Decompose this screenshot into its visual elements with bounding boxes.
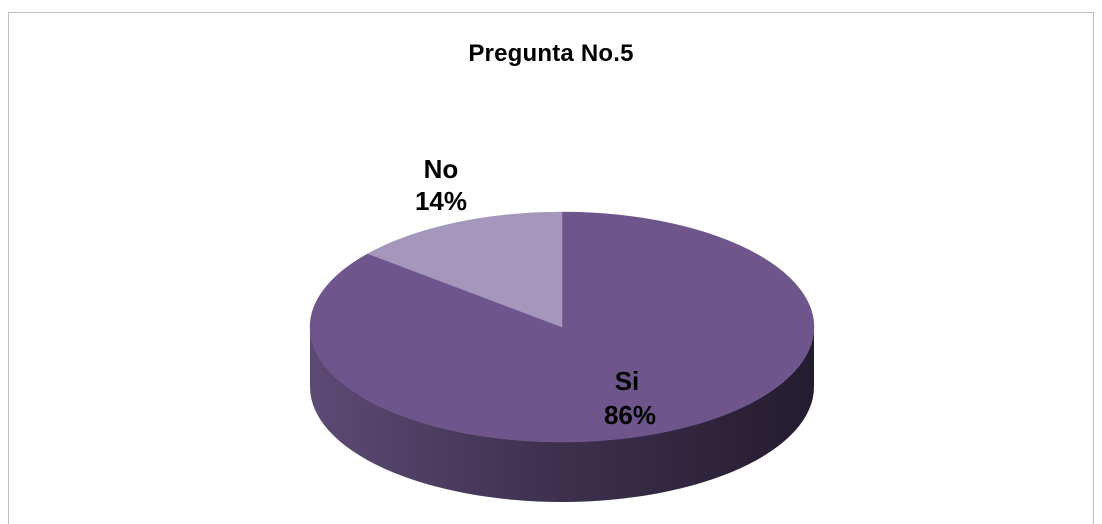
slice-side-si [310,327,814,502]
slice-no [367,211,563,328]
slice-percent-no: 14% [415,186,467,216]
pie-slices [309,211,815,502]
slice-percent-si: 86% [604,400,656,430]
slice-label-no: No [424,154,459,184]
chart-title: Pregunta No.5 [468,40,634,67]
slice-label-si: Si [615,366,640,396]
